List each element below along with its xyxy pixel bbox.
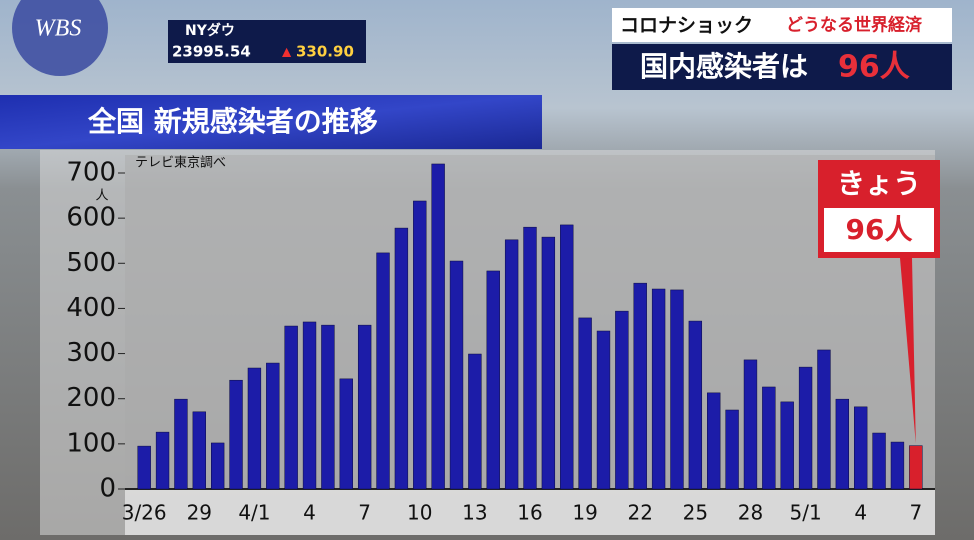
kicker-sub: どうなる世界経済 [786, 15, 923, 36]
bar [743, 359, 758, 490]
bar [210, 442, 225, 490]
bar [155, 431, 170, 490]
bar [688, 320, 703, 490]
bar [449, 260, 464, 490]
y-unit: 人 [95, 189, 108, 204]
bar [376, 252, 390, 490]
callout-value: 96人 [846, 213, 913, 246]
bar [394, 227, 409, 490]
bar [523, 226, 537, 490]
bar [762, 386, 776, 490]
bar [670, 289, 684, 490]
title-banner [0, 95, 542, 149]
bar [872, 432, 886, 490]
y-tick-label: 400 [66, 293, 116, 323]
logo: WBS [35, 16, 82, 42]
bar [413, 200, 427, 490]
bar [266, 362, 280, 490]
x-tick-label: 5/1 [789, 501, 821, 525]
x-tick-label: 4 [303, 501, 316, 525]
bar [302, 321, 317, 490]
bar [486, 270, 500, 490]
x-tick-label: 7 [358, 501, 371, 525]
chart-title: 全国 新規感染者の推移 [87, 105, 378, 138]
kicker-box [612, 8, 952, 42]
bar [780, 401, 794, 490]
x-axis-band [125, 490, 935, 535]
x-tick-label: 4/1 [238, 501, 270, 525]
bar [615, 310, 629, 490]
bar [321, 324, 335, 490]
ticker-label: NYダウ [185, 22, 235, 39]
bar [633, 282, 647, 490]
bar [890, 441, 905, 490]
bar [504, 239, 519, 490]
x-tick-label: 10 [407, 501, 432, 525]
bar [229, 379, 243, 490]
bar [541, 236, 556, 490]
logo-badge [12, 0, 108, 76]
callout-label: きょう [837, 167, 921, 200]
bar [247, 367, 262, 490]
bar [339, 378, 353, 490]
bar [798, 366, 813, 490]
y-tick-label: 600 [66, 203, 116, 233]
bar [468, 353, 482, 490]
headline: 国内感染者は [640, 50, 808, 83]
bar [431, 163, 445, 490]
x-tick-label: 7 [909, 501, 922, 525]
bar [137, 445, 151, 490]
bar [725, 409, 739, 490]
x-tick-label: 19 [572, 501, 597, 525]
bar [284, 325, 298, 490]
y-tick-label: 700 [66, 158, 116, 188]
source-note: テレビ東京調べ [135, 155, 226, 171]
y-tick-label: 200 [66, 383, 116, 413]
bar [560, 224, 574, 490]
bar [854, 406, 868, 490]
bar [909, 445, 923, 490]
x-tick-label: 4 [854, 501, 867, 525]
bar [357, 324, 372, 490]
headline-number: 96人 [838, 50, 910, 85]
x-tick-label: 13 [462, 501, 487, 525]
ticker-value: 23995.54 [172, 43, 251, 61]
x-tick-label: 28 [738, 501, 763, 525]
bar [578, 317, 592, 490]
x-tick-label: 29 [187, 501, 212, 525]
ticker-box [168, 20, 366, 63]
headline-box [612, 44, 952, 90]
ticker-change: 330.90 [296, 43, 354, 61]
bar [596, 330, 611, 490]
bar [707, 392, 721, 490]
ticker-arrow: ▲ [282, 45, 292, 59]
bar [651, 288, 666, 490]
bar [174, 398, 188, 490]
bar [835, 398, 850, 490]
x-tick-label: 3/26 [122, 501, 167, 525]
y-tick-label: 100 [66, 428, 116, 458]
y-tick-label: 0 [99, 474, 116, 504]
callout-pointer [900, 258, 916, 444]
x-tick-label: 22 [628, 501, 653, 525]
bar [192, 411, 206, 490]
callout-inner [824, 208, 934, 252]
y-tick-label: 300 [66, 338, 116, 368]
x-tick-label: 16 [517, 501, 542, 525]
bar [817, 349, 831, 490]
kicker: コロナショック [620, 15, 753, 37]
y-tick-label: 500 [66, 248, 116, 278]
x-tick-label: 25 [683, 501, 708, 525]
